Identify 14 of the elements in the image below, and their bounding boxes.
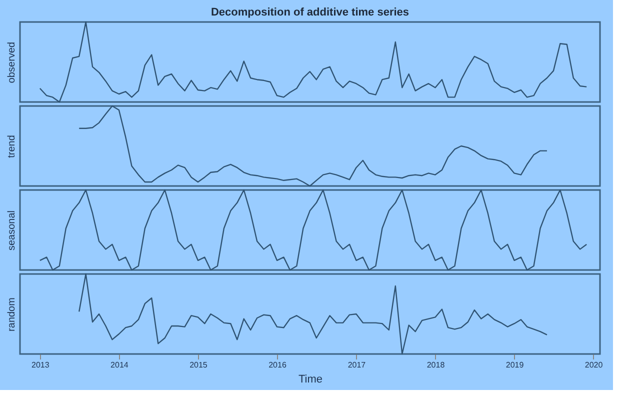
x-axis-title: Time [298, 374, 323, 386]
x-tick-label: 2013 [32, 360, 50, 370]
x-tick-label: 2015 [190, 360, 208, 370]
x-tick-label: 2017 [348, 360, 366, 370]
y-axis-title: trend [6, 135, 18, 158]
x-tick-label: 2019 [506, 360, 524, 370]
chart-title: Decomposition of additive time series [210, 6, 410, 18]
x-tick-label: 2020 [584, 360, 604, 370]
y-axis-title: random [6, 298, 18, 332]
x-tick-label: 2016 [268, 360, 287, 370]
y-axis-title: observed [6, 42, 18, 84]
y-axis-title: seasonal [6, 210, 18, 251]
x-tick-label: 2014 [110, 360, 129, 370]
x-tick-label: 2018 [426, 360, 446, 370]
